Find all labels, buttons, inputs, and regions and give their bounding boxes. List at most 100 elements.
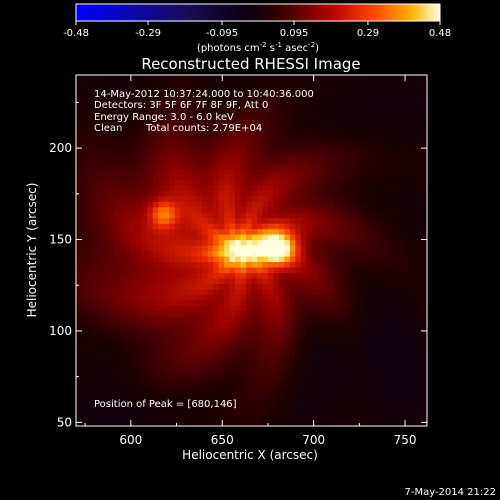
heatmap-cell xyxy=(229,354,236,361)
heatmap-cell xyxy=(224,382,231,389)
heatmap-cell xyxy=(246,157,253,164)
heatmap-cell xyxy=(350,151,357,158)
heatmap-cell xyxy=(344,321,351,328)
heatmap-cell xyxy=(300,146,307,153)
heatmap-cell xyxy=(273,376,280,383)
heatmap-cell xyxy=(76,245,83,252)
heatmap-cell xyxy=(394,272,401,279)
heatmap-cell xyxy=(246,146,253,153)
heatmap-cell xyxy=(207,349,214,356)
heatmap-cell xyxy=(246,184,253,191)
heatmap-cell xyxy=(361,420,368,426)
heatmap-cell xyxy=(191,184,198,191)
heatmap-cell xyxy=(267,316,275,323)
heatmap-cell xyxy=(147,206,154,213)
heatmap-cell xyxy=(416,75,423,82)
heatmap-cell xyxy=(130,223,137,230)
heatmap-cell xyxy=(125,168,132,175)
heatmap-cell xyxy=(311,365,318,372)
heatmap-cell xyxy=(76,387,83,394)
heatmap-cell xyxy=(322,365,329,372)
heatmap-cell xyxy=(317,118,324,125)
heatmap-cell xyxy=(174,168,181,175)
heatmap-cell xyxy=(218,168,225,175)
heatmap-cell xyxy=(289,420,296,426)
heatmap-cell xyxy=(317,184,324,191)
heatmap-cell xyxy=(311,332,318,339)
heatmap-cell xyxy=(295,151,302,158)
heatmap-cell xyxy=(256,107,264,114)
heatmap-cell xyxy=(410,365,417,372)
heatmap-cell xyxy=(377,299,384,306)
heatmap-cell xyxy=(152,195,159,202)
heatmap-cell xyxy=(207,316,214,323)
heatmap-cell xyxy=(119,118,126,125)
heatmap-cell xyxy=(333,261,340,268)
heatmap-cell xyxy=(136,173,143,180)
heatmap-cell xyxy=(256,404,264,411)
heatmap-cell xyxy=(311,305,318,312)
heatmap-cell xyxy=(350,393,357,400)
heatmap-cell xyxy=(416,113,423,120)
heatmap-cell xyxy=(339,118,346,125)
heatmap-cell xyxy=(339,239,346,246)
heatmap-cell xyxy=(191,332,198,339)
heatmap-cell xyxy=(218,173,225,180)
heatmap-cell xyxy=(416,415,423,422)
heatmap-cell xyxy=(174,415,181,422)
heatmap-cell xyxy=(202,184,209,191)
heatmap-cell xyxy=(136,354,143,361)
heatmap-cell xyxy=(311,245,318,252)
heatmap-cell xyxy=(76,195,83,202)
heatmap-cell xyxy=(185,75,192,82)
heatmap-cell xyxy=(125,387,132,394)
heatmap-cell xyxy=(180,387,187,394)
heatmap-cell xyxy=(311,234,318,241)
heatmap-cell xyxy=(421,393,427,400)
heatmap-cell xyxy=(399,277,406,284)
heatmap-cell xyxy=(152,382,159,389)
heatmap-cell xyxy=(136,118,143,125)
heatmap-cell xyxy=(399,212,406,219)
heatmap-cell xyxy=(278,415,285,422)
heatmap-cell xyxy=(416,239,423,246)
heatmap-cell xyxy=(103,266,110,274)
heatmap-cell xyxy=(174,146,181,153)
heatmap-cell xyxy=(76,184,83,191)
heatmap-cell xyxy=(289,398,296,405)
heatmap-cell xyxy=(213,255,220,263)
heatmap-cell xyxy=(125,157,132,164)
heatmap-cell xyxy=(207,162,214,169)
heatmap-cell xyxy=(262,157,269,164)
heatmap-cell xyxy=(108,343,115,350)
heatmap-cell xyxy=(163,113,170,120)
heatmap-cell xyxy=(399,321,406,328)
heatmap-cell xyxy=(256,245,264,252)
heatmap-cell xyxy=(97,294,105,301)
heatmap-cell xyxy=(174,387,181,394)
heatmap-cell xyxy=(235,338,242,345)
heatmap-cell xyxy=(361,212,368,219)
heatmap-cell xyxy=(152,387,159,394)
heatmap-cell xyxy=(322,343,329,350)
heatmap-cell xyxy=(119,212,126,219)
heatmap-cell xyxy=(421,250,427,257)
heatmap-cell xyxy=(174,420,181,426)
heatmap-cell xyxy=(229,140,236,147)
heatmap-cell xyxy=(295,266,302,274)
heatmap-cell xyxy=(218,305,225,312)
heatmap-cell xyxy=(119,195,126,202)
heatmap-cell xyxy=(97,151,105,158)
heatmap-cell xyxy=(317,129,324,136)
heatmap-cell xyxy=(388,113,395,120)
heatmap-cell xyxy=(289,349,296,356)
heatmap-cell xyxy=(344,283,351,290)
heatmap-cell xyxy=(339,382,346,389)
heatmap-cell xyxy=(383,190,390,197)
heatmap-cell xyxy=(147,168,154,175)
heatmap-cell xyxy=(262,212,269,219)
heatmap-cell xyxy=(339,349,346,356)
heatmap-cell xyxy=(399,420,406,426)
heatmap-cell xyxy=(196,190,203,197)
heatmap-cell xyxy=(114,321,121,328)
